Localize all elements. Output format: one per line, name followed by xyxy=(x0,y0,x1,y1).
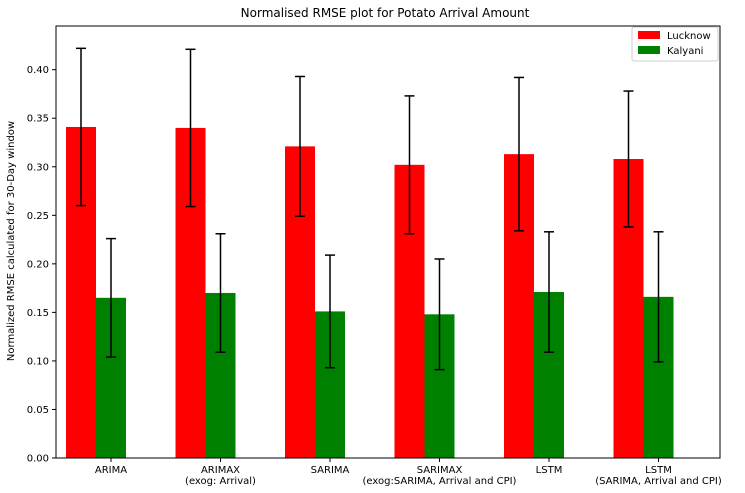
x-tick-label: ARIMAX xyxy=(201,465,240,476)
x-tick-label: LSTM xyxy=(645,465,672,476)
error-bar-lucknow-5 xyxy=(623,90,634,228)
x-tick-label: SARIMAX xyxy=(417,465,463,476)
x-tick-label: (exog: Arrival) xyxy=(185,476,256,487)
error-bar-lucknow-3 xyxy=(404,95,415,235)
x-tick-label: LSTM xyxy=(536,465,563,476)
y-tick-label: 0.35 xyxy=(27,114,49,125)
error-bar-kalyani-2 xyxy=(325,254,335,369)
error-bar-lucknow-2 xyxy=(295,75,305,218)
legend-label-lucknow: Lucknow xyxy=(667,31,711,42)
legend-label-kalyani: Kalyani xyxy=(667,46,703,57)
y-tick-label: 0.10 xyxy=(27,356,49,367)
x-tick-label: SARIMA xyxy=(311,465,350,476)
error-bar-lucknow-1 xyxy=(185,48,196,208)
error-bar-kalyani-3 xyxy=(434,258,445,371)
chart-title: Normalised RMSE plot for Potato Arrival … xyxy=(241,6,530,20)
x-tick-label: ARIMA xyxy=(95,465,127,476)
y-tick-label: 0.00 xyxy=(27,454,49,465)
x-tick-label: (exog:SARIMA, Arrival and CPI) xyxy=(363,476,517,487)
error-bar-kalyani-5 xyxy=(653,231,664,363)
y-tick-label: 0.30 xyxy=(27,162,49,173)
plot-area: 0.00 0.05 0.10 0.15 0.20 0.25 0.30 0.35 0.40 ARIM… xyxy=(27,25,722,487)
error-bar-kalyani-4 xyxy=(544,231,554,353)
error-bar-kalyani-1 xyxy=(215,232,226,353)
error-bar-lucknow-4 xyxy=(514,76,524,232)
y-tick-label: 0.40 xyxy=(27,65,49,76)
legend-swatch-kalyani xyxy=(638,46,660,54)
y-tick-label: 0.05 xyxy=(27,405,49,416)
error-bar-kalyani-0 xyxy=(106,237,116,358)
legend-swatch-lucknow xyxy=(638,31,660,39)
legend: Lucknow Kalyani xyxy=(631,26,719,62)
y-tick-label: 0.20 xyxy=(27,259,49,270)
y-axis-label: Normalized RMSE calculated for 30-Day wi… xyxy=(6,121,17,361)
y-tick-label: 0.25 xyxy=(27,211,49,222)
plot-frame xyxy=(55,25,721,459)
y-tick-label: 0.15 xyxy=(27,308,49,319)
x-tick-label: (SARIMA, Arrival and CPI) xyxy=(595,476,722,487)
error-bar-lucknow-0 xyxy=(76,47,86,207)
